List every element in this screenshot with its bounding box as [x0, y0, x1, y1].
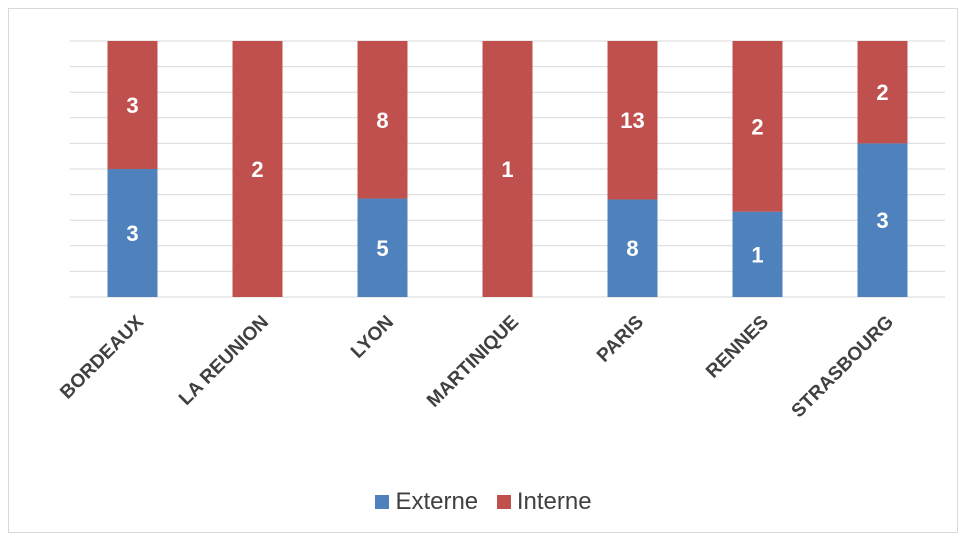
- bar-interne-rennes: [732, 41, 783, 212]
- data-label-interne-bordeaux: 3: [126, 93, 138, 118]
- data-label-externe-lyon: 5: [376, 236, 388, 261]
- legend-label-externe: Externe: [395, 488, 479, 515]
- bar-externe-bordeaux: [107, 169, 158, 297]
- data-label-interne-rennes: 2: [751, 114, 763, 139]
- data-label-externe-strasbourg: 3: [876, 208, 888, 233]
- bar-interne-strasbourg: [857, 41, 908, 144]
- x-axis-labels: BORDEAUX LA REUNION LYON MARTINIQUE PARIS REN…: [56, 311, 898, 422]
- bar-externe-rennes: [732, 211, 783, 297]
- bar-interne-paris: [607, 41, 658, 200]
- bar-interne-la-reunion: [232, 41, 283, 297]
- bar-externe-lyon: [357, 198, 408, 297]
- bar-externe-strasbourg: [857, 143, 908, 297]
- legend-swatch-externe: [375, 495, 390, 509]
- bar-interne-lyon: [357, 41, 408, 199]
- data-label-externe-paris: 8: [626, 236, 638, 261]
- data-label-interne-paris: 13: [620, 108, 644, 133]
- legend-label-interne: Interne: [516, 488, 592, 515]
- x-tick-label: PARIS: [593, 312, 648, 367]
- x-tick-label: BORDEAUX: [56, 311, 148, 403]
- legend-item-interne: Interne: [496, 488, 592, 516]
- legend-swatch-interne: [496, 495, 511, 509]
- bar-interne-bordeaux: [107, 41, 158, 169]
- data-labels: 3 3 2 5 8 1 8 13 1 2 3 2: [126, 80, 888, 267]
- bars: [107, 41, 908, 297]
- x-tick-label: LYON: [347, 312, 398, 363]
- data-label-externe-rennes: 1: [751, 242, 763, 267]
- x-tick-label: STRASBOURG: [788, 312, 898, 422]
- bar-interne-martinique: [482, 41, 533, 297]
- data-label-interne-la-reunion: 2: [251, 157, 263, 182]
- x-tick-label: MARTINIQUE: [423, 312, 523, 412]
- legend: Externe Interne: [0, 488, 967, 516]
- legend-item-externe: Externe: [375, 488, 478, 516]
- data-label-interne-lyon: 8: [376, 108, 388, 133]
- bar-externe-paris: [607, 199, 658, 297]
- data-label-interne-strasbourg: 2: [876, 80, 888, 105]
- data-label-externe-bordeaux: 3: [126, 221, 138, 246]
- x-tick-label: RENNES: [702, 312, 773, 383]
- data-label-interne-martinique: 1: [501, 157, 513, 182]
- x-tick-label: LA REUNION: [175, 312, 273, 410]
